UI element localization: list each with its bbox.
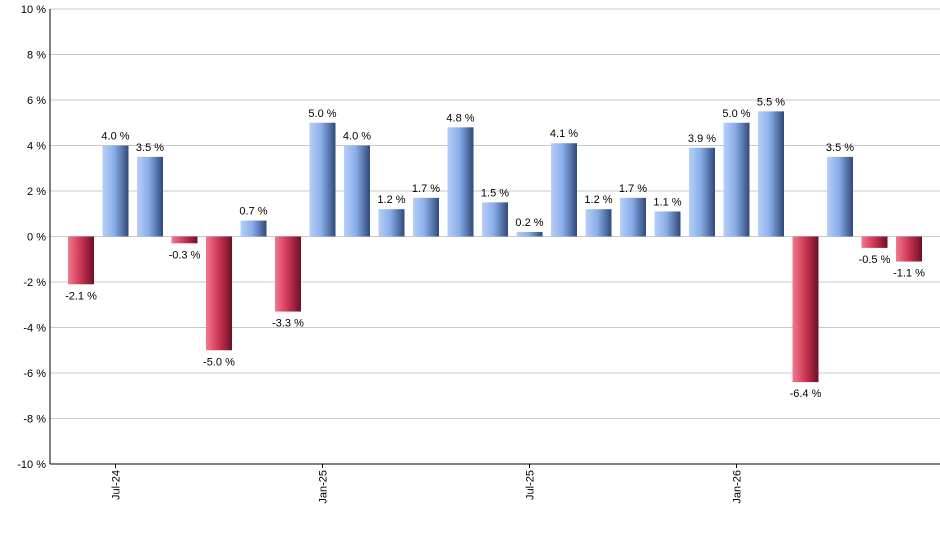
bar (309, 122, 336, 237)
data-label: 1.7 % (619, 183, 647, 195)
bar (447, 127, 474, 237)
bar (137, 156, 163, 237)
data-label: -5.0 % (203, 356, 235, 368)
y-tick-label: -8 % (23, 414, 46, 426)
data-label: -0.5 % (859, 254, 891, 266)
x-tick-label: Jan-26 (732, 470, 744, 504)
y-axis-tick-labels: 10 % 8 % 6 % 4 % 2 % 0 % -2 % -4 % -6 % -8 % -10 % (17, 4, 46, 471)
data-label: 1.5 % (481, 187, 509, 199)
bar (344, 145, 370, 237)
data-label: 0.2 % (515, 217, 543, 229)
bar (689, 147, 715, 237)
data-label: -2.1 % (65, 290, 97, 302)
bar (516, 231, 543, 237)
bar (861, 236, 888, 248)
data-label: 4.0 % (101, 131, 129, 143)
y-tick-label: -10 % (17, 459, 46, 471)
bar (758, 111, 784, 237)
x-axis-tick-labels: Jul-24 Jan-25 Jul-25 Jan-26 (111, 470, 744, 504)
data-label: 4.8 % (446, 112, 474, 124)
bar (102, 145, 129, 237)
bar (275, 236, 301, 312)
bar (896, 236, 922, 262)
y-tick-label: 2 % (27, 186, 46, 198)
data-label: 3.5 % (136, 142, 164, 154)
data-label: 3.5 % (826, 142, 854, 154)
axes (49, 9, 940, 468)
bar (654, 211, 681, 237)
bars (68, 111, 922, 383)
data-label: 1.7 % (412, 183, 440, 195)
data-label: -3.3 % (272, 318, 304, 330)
bar (792, 236, 819, 383)
data-label: 5.5 % (757, 96, 785, 108)
bar (620, 197, 646, 237)
data-label: -0.3 % (169, 249, 201, 261)
y-tick-label: -6 % (23, 368, 46, 380)
y-tick-label: -4 % (23, 323, 46, 335)
data-label: 1.2 % (584, 194, 612, 206)
data-label: 0.7 % (239, 206, 267, 218)
bar (827, 156, 853, 237)
bar (68, 236, 94, 285)
bar (585, 209, 612, 237)
y-tick-label: 4 % (27, 141, 46, 153)
y-tick-label: 0 % (27, 232, 46, 244)
y-tick-label: 10 % (21, 4, 46, 16)
x-tick-label: Jul-25 (525, 470, 537, 500)
data-label: 5.0 % (308, 108, 336, 120)
x-tick-label: Jul-24 (111, 470, 123, 500)
bar (206, 236, 232, 351)
data-label: 5.0 % (722, 108, 750, 120)
data-label: 1.1 % (653, 196, 681, 208)
y-tick-label: -2 % (23, 277, 46, 289)
y-tick-label: 6 % (27, 95, 46, 107)
bar (482, 202, 508, 237)
data-label: 1.2 % (377, 194, 405, 206)
data-labels: -2.1 % 4.0 % 3.5 % -0.3 % -5.0 % 0.7 % -3.3 % 5… (65, 96, 925, 400)
y-tick-label: 8 % (27, 50, 46, 62)
data-label: 4.1 % (550, 128, 578, 140)
bar (171, 236, 198, 244)
data-label: 4.0 % (343, 131, 371, 143)
bar (378, 209, 405, 237)
data-label: -6.4 % (790, 388, 822, 400)
data-label: 3.9 % (688, 133, 716, 145)
bar (413, 197, 439, 237)
bar (723, 122, 750, 237)
bar (551, 143, 577, 237)
bar (240, 220, 267, 237)
x-tick-label: Jan-25 (318, 470, 330, 504)
data-label: -1.1 % (893, 268, 925, 280)
